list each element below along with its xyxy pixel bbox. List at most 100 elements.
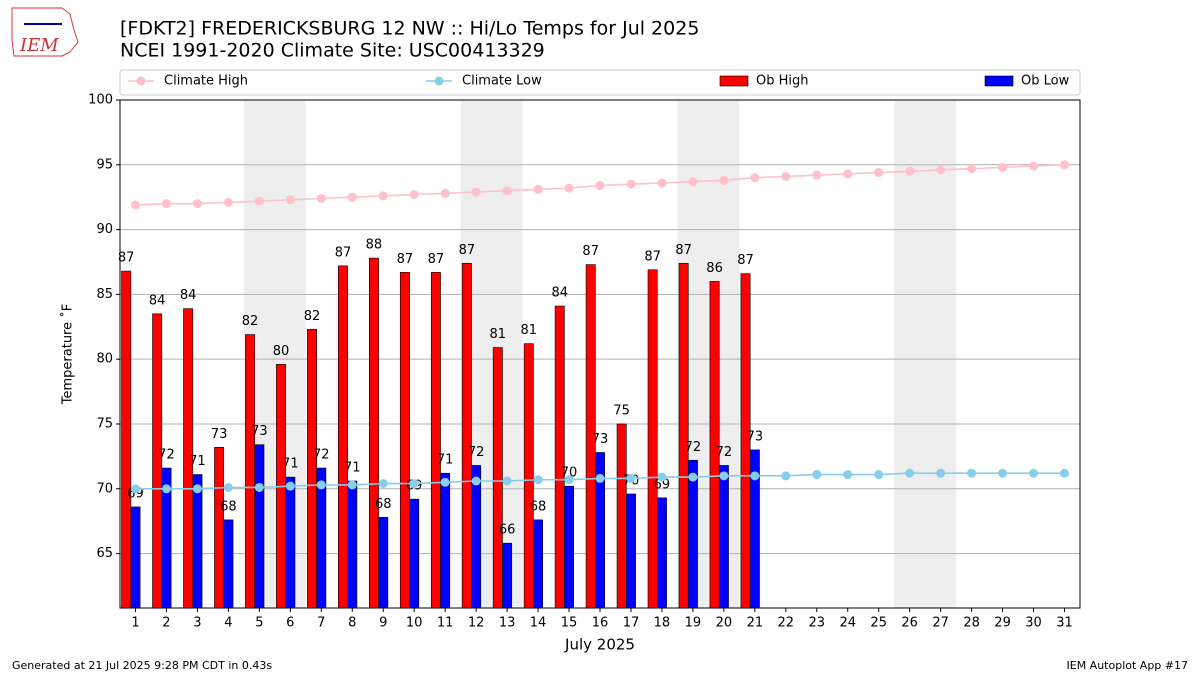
bar-value-label: 82: [304, 309, 321, 324]
x-tick-label: 12: [468, 616, 485, 631]
bar: [307, 329, 317, 609]
bar: [718, 465, 729, 609]
x-tick-label: 9: [379, 616, 387, 631]
bar: [502, 542, 513, 609]
line-marker: [626, 473, 636, 483]
logo-outline: [11, 7, 79, 57]
line-marker: [1060, 468, 1070, 478]
line-marker: [409, 190, 419, 200]
x-tick-label: 6: [286, 616, 294, 631]
line-marker: [905, 468, 915, 478]
x-tick-label: 25: [870, 616, 887, 631]
line-marker: [409, 479, 419, 489]
line-marker: [440, 188, 450, 198]
legend-box: [119, 69, 1081, 96]
bar: [368, 257, 379, 609]
line-marker: [812, 170, 822, 180]
bar: [285, 476, 296, 609]
bar: [678, 262, 689, 609]
line-marker: [316, 193, 326, 203]
bar-value-label: 80: [273, 344, 290, 359]
line-marker: [564, 475, 574, 485]
legend-marker: [434, 76, 444, 86]
line-marker: [657, 472, 667, 482]
bar-value-label: 86: [706, 261, 723, 276]
line-marker: [378, 479, 388, 489]
line-marker: [874, 168, 884, 178]
plot-frame: [119, 99, 1081, 609]
y-tick-label: 85: [96, 287, 113, 302]
line-marker: [285, 195, 295, 205]
legend-label: Climate High: [164, 74, 248, 89]
logo: IEM: [11, 7, 79, 57]
bar-value-label: 72: [685, 440, 702, 455]
bar-value-label: 68: [375, 497, 392, 512]
bar-value-label: 87: [459, 243, 476, 258]
bar-value-label: 72: [468, 445, 485, 460]
x-tick-label: 16: [592, 616, 609, 631]
x-tick-label: 15: [561, 616, 578, 631]
bar: [626, 493, 636, 609]
bar: [430, 272, 441, 609]
line-marker: [750, 173, 760, 183]
bar: [214, 447, 225, 609]
bar-value-label: 84: [551, 286, 568, 301]
line-marker: [657, 178, 667, 188]
bar: [656, 497, 667, 609]
line-marker: [192, 199, 202, 209]
bar: [440, 472, 451, 609]
line-marker: [719, 471, 729, 481]
bar-value-label: 72: [158, 448, 175, 463]
x-tick-label: 19: [685, 616, 702, 631]
y-tick-label: 90: [96, 222, 113, 237]
bar-value-label: 87: [644, 249, 661, 264]
bar-value-label: 72: [313, 448, 330, 463]
bar-value-label: 84: [180, 288, 197, 303]
x-tick-label: 21: [747, 616, 764, 631]
bar-value-label: 71: [282, 457, 299, 472]
line-marker: [688, 177, 698, 187]
logo-text: IEM: [19, 35, 59, 56]
bar-value-label: 69: [654, 477, 671, 492]
line-marker: [843, 169, 853, 179]
x-tick-label: 20: [716, 616, 733, 631]
bar: [378, 516, 389, 609]
line-marker: [936, 165, 946, 175]
bar-value-label: 82: [242, 314, 259, 329]
line-marker: [998, 162, 1008, 172]
y-axis-label: Temperature ˚F: [60, 304, 76, 405]
legend-label: Ob High: [756, 74, 809, 89]
line-marker: [347, 192, 357, 202]
chart-subtitle: NCEI 1991-2020 Climate Site: USC00413329: [120, 40, 545, 62]
bar: [492, 347, 503, 609]
line-marker: [626, 179, 636, 189]
line-marker: [843, 470, 853, 480]
x-tick-label: 8: [348, 616, 356, 631]
bar-value-label: 87: [118, 251, 135, 266]
line-marker: [285, 481, 295, 491]
y-tick-label: 95: [96, 157, 113, 172]
bar-value-label: 87: [428, 252, 445, 267]
line-marker: [502, 186, 512, 196]
bar: [523, 343, 534, 609]
line-marker: [130, 200, 140, 210]
bar-value-label: 73: [211, 427, 228, 442]
bar: [192, 474, 203, 609]
line-marker: [967, 468, 977, 478]
x-tick-label: 7: [317, 616, 325, 631]
bar-value-label: 71: [189, 454, 206, 469]
x-tick-label: 5: [255, 616, 263, 631]
bar: [616, 423, 627, 609]
line-marker: [781, 171, 791, 181]
y-tick-label: 80: [96, 352, 113, 367]
bar-value-label: 68: [220, 499, 237, 514]
y-tick-label: 100: [88, 93, 113, 108]
line-marker: [378, 191, 388, 201]
x-tick-label: 17: [623, 616, 640, 631]
line-marker: [502, 476, 512, 486]
x-tick-label: 22: [778, 616, 795, 631]
bar-value-label: 71: [437, 453, 454, 468]
line-marker: [161, 484, 171, 494]
bar: [245, 334, 256, 609]
